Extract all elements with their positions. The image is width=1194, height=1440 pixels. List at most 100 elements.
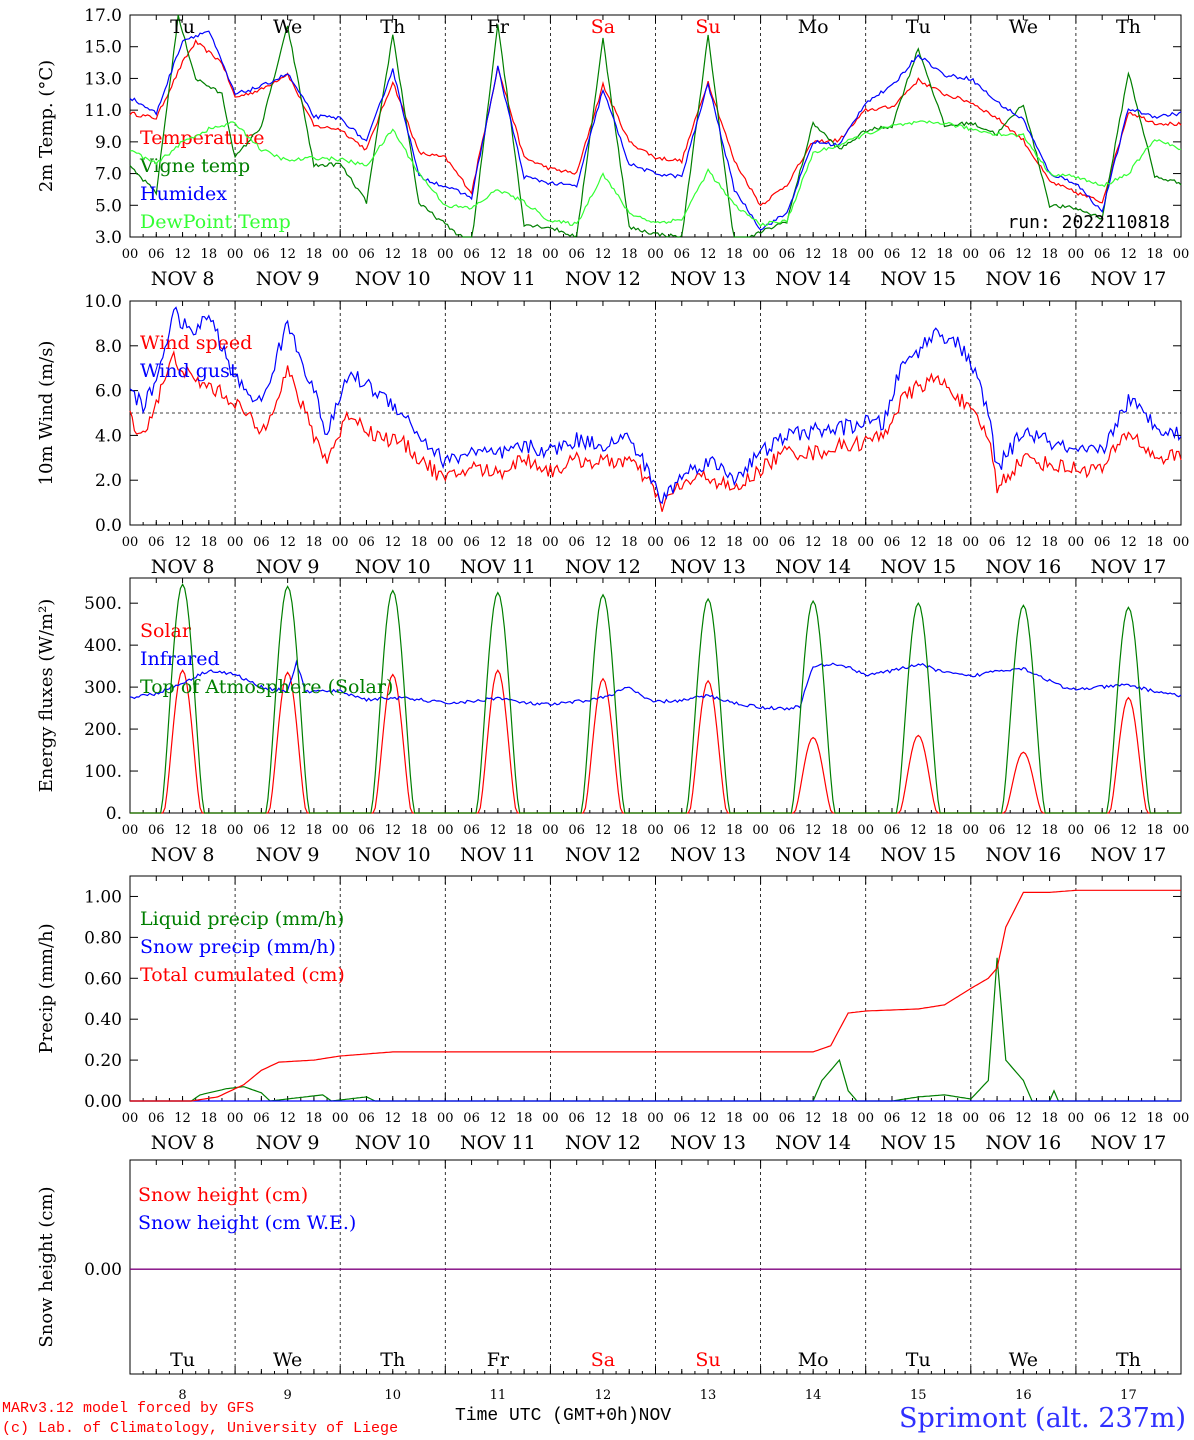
hour-tick-label: 12 <box>595 823 612 838</box>
weekday-label: We <box>273 16 302 38</box>
series-line <box>129 30 1182 231</box>
hour-tick-label: 18 <box>411 1111 428 1126</box>
date-label: NOV 12 <box>565 268 641 290</box>
y-tick-label: 9.0 <box>95 133 122 153</box>
hour-tick-label: 06 <box>463 823 480 838</box>
date-label: NOV 11 <box>460 268 536 290</box>
hour-tick-label: 06 <box>358 535 375 550</box>
x-axis-title: Time UTC (GMT+0h) <box>455 1406 639 1426</box>
hour-tick-label: 06 <box>253 823 270 838</box>
hour-tick-label: 12 <box>490 823 507 838</box>
hour-tick-label: 00 <box>1068 535 1085 550</box>
date-label: NOV 16 <box>985 268 1061 290</box>
hour-tick-label: 12 <box>174 535 191 550</box>
date-label: NOV 17 <box>1091 1132 1167 1154</box>
y-tick-label: 0.40 <box>84 1010 122 1030</box>
date-label: NOV 9 <box>256 844 320 866</box>
date-label: NOV 14 <box>775 556 851 578</box>
lab-credit: (c) Lab. of Climatology, University of L… <box>2 1420 399 1437</box>
hour-tick-label: 06 <box>674 535 691 550</box>
y-tick-label: 3.0 <box>95 228 122 248</box>
hour-tick-label: 00 <box>857 535 874 550</box>
date-label: NOV 12 <box>565 1132 641 1154</box>
legend-entry: Snow height (cm W.E.) <box>138 1212 356 1234</box>
hour-tick-label: 06 <box>884 1111 901 1126</box>
hour-tick-label: 06 <box>779 823 796 838</box>
legend-entry: Snow height (cm) <box>138 1184 308 1206</box>
hour-tick-label: 00 <box>963 535 980 550</box>
day-number-label: 15 <box>910 1388 927 1403</box>
y-tick-label: 15.0 <box>84 38 122 58</box>
hour-tick-label: 18 <box>1041 823 1058 838</box>
hour-tick-label: 12 <box>595 1111 612 1126</box>
date-label: NOV 13 <box>670 556 746 578</box>
y-tick-label: 11.0 <box>84 101 122 121</box>
hour-tick-label: 12 <box>1120 1111 1137 1126</box>
hour-tick-label: 00 <box>122 247 139 262</box>
hour-tick-label: 06 <box>779 247 796 262</box>
weekday-label: Mo <box>798 1349 829 1371</box>
hour-tick-label: 06 <box>779 535 796 550</box>
hour-tick-label: 00 <box>857 247 874 262</box>
day-number-label: 13 <box>700 1388 717 1403</box>
hour-tick-label: 18 <box>411 535 428 550</box>
date-label: NOV 8 <box>151 268 215 290</box>
hour-tick-label: 12 <box>174 247 191 262</box>
hour-tick-label: 12 <box>1120 823 1137 838</box>
hour-tick-label: 00 <box>752 1111 769 1126</box>
hour-tick-label: 18 <box>726 823 743 838</box>
y-tick-label: 6.0 <box>95 382 122 402</box>
hour-tick-label: 18 <box>516 535 533 550</box>
hour-tick-label: 00 <box>437 535 454 550</box>
date-label: NOV 11 <box>460 1132 536 1154</box>
hour-tick-label: 06 <box>674 823 691 838</box>
x-axis-month: NOV <box>638 1406 672 1426</box>
hour-tick-label: 18 <box>831 1111 848 1126</box>
hour-tick-label: 06 <box>779 1111 796 1126</box>
hour-tick-label: 12 <box>805 535 822 550</box>
date-label: NOV 16 <box>985 1132 1061 1154</box>
series-line <box>129 659 1182 711</box>
station-name: Sprimont (alt. 237m) <box>899 1403 1186 1434</box>
hour-tick-label: 18 <box>1041 1111 1058 1126</box>
legend-entry: Snow precip (mm/h) <box>140 936 336 958</box>
y-tick-label: 0.20 <box>84 1051 122 1071</box>
date-label: NOV 16 <box>985 844 1061 866</box>
hour-tick-label: 06 <box>148 1111 165 1126</box>
legend-entry: Vigne temp <box>139 155 250 177</box>
hour-tick-label: 18 <box>726 247 743 262</box>
series-line <box>130 582 1181 814</box>
hour-tick-label: 18 <box>306 247 323 262</box>
day-number-label: 11 <box>490 1388 507 1403</box>
hour-tick-label: 00 <box>1068 1111 1085 1126</box>
hour-tick-label: 00 <box>332 247 349 262</box>
hour-tick-label: 00 <box>542 535 559 550</box>
date-label: NOV 9 <box>256 268 320 290</box>
weekday-label: Tu <box>906 16 931 38</box>
legend-entry: Solar <box>140 620 192 642</box>
weekday-label: Th <box>380 1349 405 1371</box>
hour-tick-label: 06 <box>358 247 375 262</box>
hour-tick-label: 18 <box>1146 823 1163 838</box>
hour-tick-label: 12 <box>174 823 191 838</box>
series-line <box>129 120 1182 227</box>
weekday-label: Sa <box>591 1349 615 1371</box>
hour-tick-label: 18 <box>831 247 848 262</box>
hour-tick-label: 12 <box>1120 535 1137 550</box>
hour-tick-label: 00 <box>332 823 349 838</box>
hour-tick-label: 18 <box>516 1111 533 1126</box>
hour-tick-label: 12 <box>595 247 612 262</box>
hour-tick-label: 06 <box>884 535 901 550</box>
date-label: NOV 10 <box>355 556 431 578</box>
hour-tick-label: 12 <box>279 823 296 838</box>
day-number-label: 8 <box>178 1388 186 1403</box>
hour-tick-label: 12 <box>279 1111 296 1126</box>
y-tick-label: 0.80 <box>84 928 122 948</box>
hour-tick-label: 06 <box>1094 823 1111 838</box>
legend-entry: Infrared <box>140 648 220 670</box>
day-number-label: 16 <box>1015 1388 1032 1403</box>
hour-tick-label: 18 <box>201 247 218 262</box>
date-label: NOV 15 <box>880 268 956 290</box>
hour-tick-label: 12 <box>1015 1111 1032 1126</box>
y-tick-label: 4.0 <box>95 426 122 446</box>
